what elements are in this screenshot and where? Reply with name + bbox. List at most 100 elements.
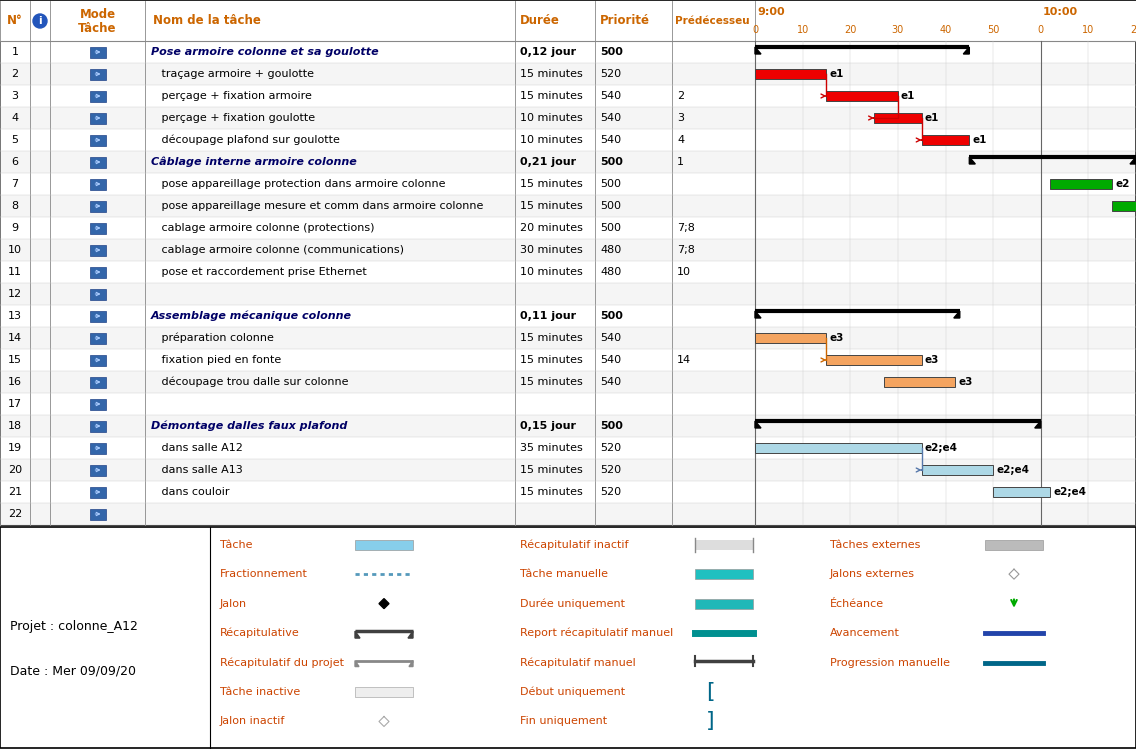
Text: 10: 10 <box>796 25 809 35</box>
Bar <box>90 354 106 366</box>
Text: 15 minutes: 15 minutes <box>520 201 583 211</box>
Text: dans salle A13: dans salle A13 <box>151 465 243 475</box>
Text: 500: 500 <box>600 157 623 167</box>
Text: 10: 10 <box>1083 25 1094 35</box>
Text: Câblage interne armoire colonne: Câblage interne armoire colonne <box>151 157 357 167</box>
Text: préparation colonne: préparation colonne <box>151 333 274 343</box>
Bar <box>1 85 1135 107</box>
Text: 19: 19 <box>8 443 22 453</box>
Text: pose appareillage protection dans armoire colonne: pose appareillage protection dans armoir… <box>151 179 445 189</box>
Text: Tâche: Tâche <box>78 22 117 34</box>
Text: 540: 540 <box>600 135 621 145</box>
Text: dans salle A12: dans salle A12 <box>151 443 243 453</box>
Text: 20 minutes: 20 minutes <box>520 223 583 233</box>
Text: 7;8: 7;8 <box>677 245 695 255</box>
Text: e1: e1 <box>901 91 916 101</box>
Bar <box>755 333 826 343</box>
Text: 10:00: 10:00 <box>1043 7 1078 17</box>
Bar <box>1 371 1135 393</box>
Text: 14: 14 <box>677 355 691 365</box>
Bar <box>90 112 106 124</box>
Text: Nom de la tâche: Nom de la tâche <box>153 14 261 28</box>
Text: 15 minutes: 15 minutes <box>520 333 583 343</box>
Text: traçage armoire + goulotte: traçage armoire + goulotte <box>151 69 314 79</box>
Bar <box>90 244 106 255</box>
Text: 15 minutes: 15 minutes <box>520 355 583 365</box>
Text: 15: 15 <box>8 355 22 365</box>
Text: pose et raccordement prise Ethernet: pose et raccordement prise Ethernet <box>151 267 367 277</box>
Text: 500: 500 <box>600 179 621 189</box>
Text: 500: 500 <box>600 421 623 431</box>
Text: 17: 17 <box>8 399 22 409</box>
Text: 0: 0 <box>1037 25 1044 35</box>
Polygon shape <box>379 598 389 609</box>
Text: 520: 520 <box>600 69 621 79</box>
Bar <box>90 464 106 476</box>
Text: 21: 21 <box>8 487 22 497</box>
Polygon shape <box>755 311 761 318</box>
Bar <box>90 311 106 321</box>
Polygon shape <box>1035 421 1041 428</box>
Text: e2;e4: e2;e4 <box>1053 487 1086 497</box>
Text: 540: 540 <box>600 355 621 365</box>
Bar <box>1 129 1135 151</box>
Text: Mode: Mode <box>80 8 116 22</box>
Polygon shape <box>755 421 761 428</box>
Text: 1: 1 <box>677 157 684 167</box>
Text: ]: ] <box>705 712 715 732</box>
Bar <box>755 443 921 453</box>
Circle shape <box>33 14 47 28</box>
Text: Pose armoire colonne et sa goulotte: Pose armoire colonne et sa goulotte <box>151 47 378 57</box>
Text: N°: N° <box>7 14 23 28</box>
Bar <box>0 527 1136 748</box>
Polygon shape <box>969 157 976 164</box>
Bar <box>90 135 106 145</box>
Text: Démontage dalles faux plafond: Démontage dalles faux plafond <box>151 421 348 431</box>
Bar <box>90 443 106 453</box>
Text: 5: 5 <box>11 135 18 145</box>
Bar <box>884 377 955 387</box>
Text: fixation pied en fonte: fixation pied en fonte <box>151 355 282 365</box>
Bar <box>1 459 1135 481</box>
Text: Assemblage mécanique colonne: Assemblage mécanique colonne <box>151 311 352 321</box>
Polygon shape <box>954 311 960 318</box>
Text: [: [ <box>705 682 715 702</box>
Text: 2: 2 <box>677 91 684 101</box>
Bar <box>1 41 1135 63</box>
Bar <box>1 305 1135 327</box>
Bar <box>90 509 106 520</box>
Bar <box>90 91 106 102</box>
Bar <box>90 487 106 497</box>
Text: 4: 4 <box>11 113 18 123</box>
Text: 15 minutes: 15 minutes <box>520 465 583 475</box>
Text: i: i <box>39 16 42 26</box>
Bar <box>1 151 1135 173</box>
Text: Tâche inactive: Tâche inactive <box>220 687 300 697</box>
Text: 0: 0 <box>752 25 758 35</box>
Bar <box>1 481 1135 503</box>
Text: e1: e1 <box>972 135 987 145</box>
Text: cablage armoire colonne (protections): cablage armoire colonne (protections) <box>151 223 375 233</box>
Text: 13: 13 <box>8 311 22 321</box>
Text: 500: 500 <box>600 311 623 321</box>
Text: cablage armoire colonne (communications): cablage armoire colonne (communications) <box>151 245 404 255</box>
Text: 10 minutes: 10 minutes <box>520 135 583 145</box>
Text: 15 minutes: 15 minutes <box>520 487 583 497</box>
Bar <box>695 598 753 609</box>
Bar <box>90 420 106 431</box>
Bar <box>90 333 106 344</box>
Bar <box>90 398 106 410</box>
Bar <box>0 1 1136 525</box>
Text: 480: 480 <box>600 245 621 255</box>
Text: 2: 2 <box>11 69 18 79</box>
Bar <box>1 327 1135 349</box>
Bar <box>1 195 1135 217</box>
Text: 35 minutes: 35 minutes <box>520 443 583 453</box>
Text: 3: 3 <box>677 113 684 123</box>
Bar <box>90 288 106 300</box>
Polygon shape <box>408 631 414 638</box>
Bar <box>90 46 106 58</box>
Text: 15 minutes: 15 minutes <box>520 377 583 387</box>
Polygon shape <box>354 661 359 667</box>
Text: 3: 3 <box>11 91 18 101</box>
